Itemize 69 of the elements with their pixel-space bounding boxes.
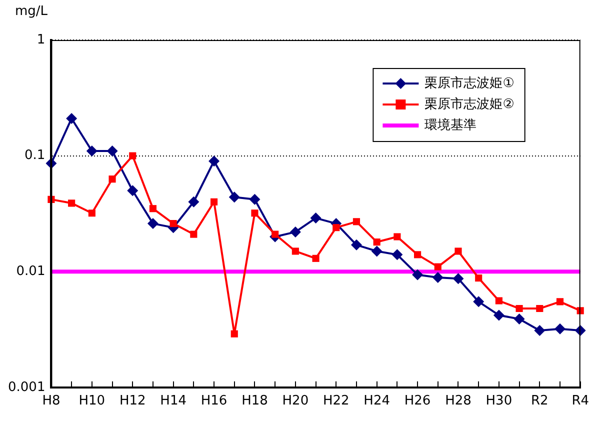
point xyxy=(127,185,138,196)
point xyxy=(493,310,504,321)
y-axis-title: mg/L xyxy=(14,4,48,19)
y-tick-label: 0.1 xyxy=(24,148,46,164)
point xyxy=(292,248,299,255)
point xyxy=(228,192,240,203)
x-tick-label: R4 xyxy=(572,394,590,409)
point xyxy=(88,210,96,217)
y-tick-label: 0.001 xyxy=(8,380,46,395)
x-tick-label: H16 xyxy=(200,394,228,409)
point xyxy=(452,273,464,284)
x-tick-label: H30 xyxy=(486,394,512,409)
point xyxy=(514,313,525,324)
point xyxy=(534,325,546,336)
x-tick-label: H8 xyxy=(42,394,60,409)
x-tick-label: H12 xyxy=(119,394,146,409)
point xyxy=(170,220,177,228)
point xyxy=(536,304,544,312)
point xyxy=(230,330,238,338)
x-tick-label: H28 xyxy=(445,394,472,409)
point xyxy=(394,233,401,240)
point xyxy=(554,323,566,334)
x-tick-label: H10 xyxy=(78,394,106,409)
point xyxy=(432,272,444,283)
point xyxy=(129,152,136,160)
point xyxy=(475,274,482,282)
point xyxy=(290,226,301,238)
point xyxy=(310,212,322,224)
point xyxy=(414,251,422,258)
point xyxy=(249,194,260,205)
point xyxy=(556,298,564,306)
point xyxy=(108,176,116,183)
point xyxy=(352,218,360,226)
legend-label: 栗原市志波姫① xyxy=(424,76,514,91)
point xyxy=(371,246,382,257)
x-tick-label: H18 xyxy=(242,394,268,409)
point xyxy=(454,248,462,255)
point xyxy=(188,196,200,208)
point xyxy=(106,146,118,157)
point xyxy=(149,205,157,212)
point xyxy=(210,198,218,206)
point xyxy=(516,304,523,312)
point xyxy=(392,249,403,260)
x-tick-label: H14 xyxy=(160,394,186,409)
point xyxy=(272,230,279,238)
point xyxy=(86,146,98,157)
x-tick-label: H20 xyxy=(282,394,309,409)
point xyxy=(190,230,198,238)
point xyxy=(434,263,442,270)
point xyxy=(350,239,362,250)
point xyxy=(208,156,220,167)
point xyxy=(495,297,502,304)
x-tick-label: R2 xyxy=(530,394,548,409)
x-tick-label: H24 xyxy=(364,394,390,409)
point xyxy=(147,218,158,230)
point xyxy=(332,224,340,232)
point xyxy=(68,200,76,207)
point xyxy=(312,254,320,262)
y-tick-label: 0.01 xyxy=(16,264,46,279)
point xyxy=(66,112,78,124)
point xyxy=(473,296,484,308)
point xyxy=(251,210,258,217)
legend-label: 栗原市志波姫② xyxy=(424,96,514,112)
y-tick-label: 1 xyxy=(36,32,46,48)
point xyxy=(373,238,380,246)
x-tick-label: H26 xyxy=(404,394,431,409)
x-tick-label: H22 xyxy=(322,394,350,409)
legend-label: 環境基準 xyxy=(424,116,477,133)
point xyxy=(412,269,424,280)
